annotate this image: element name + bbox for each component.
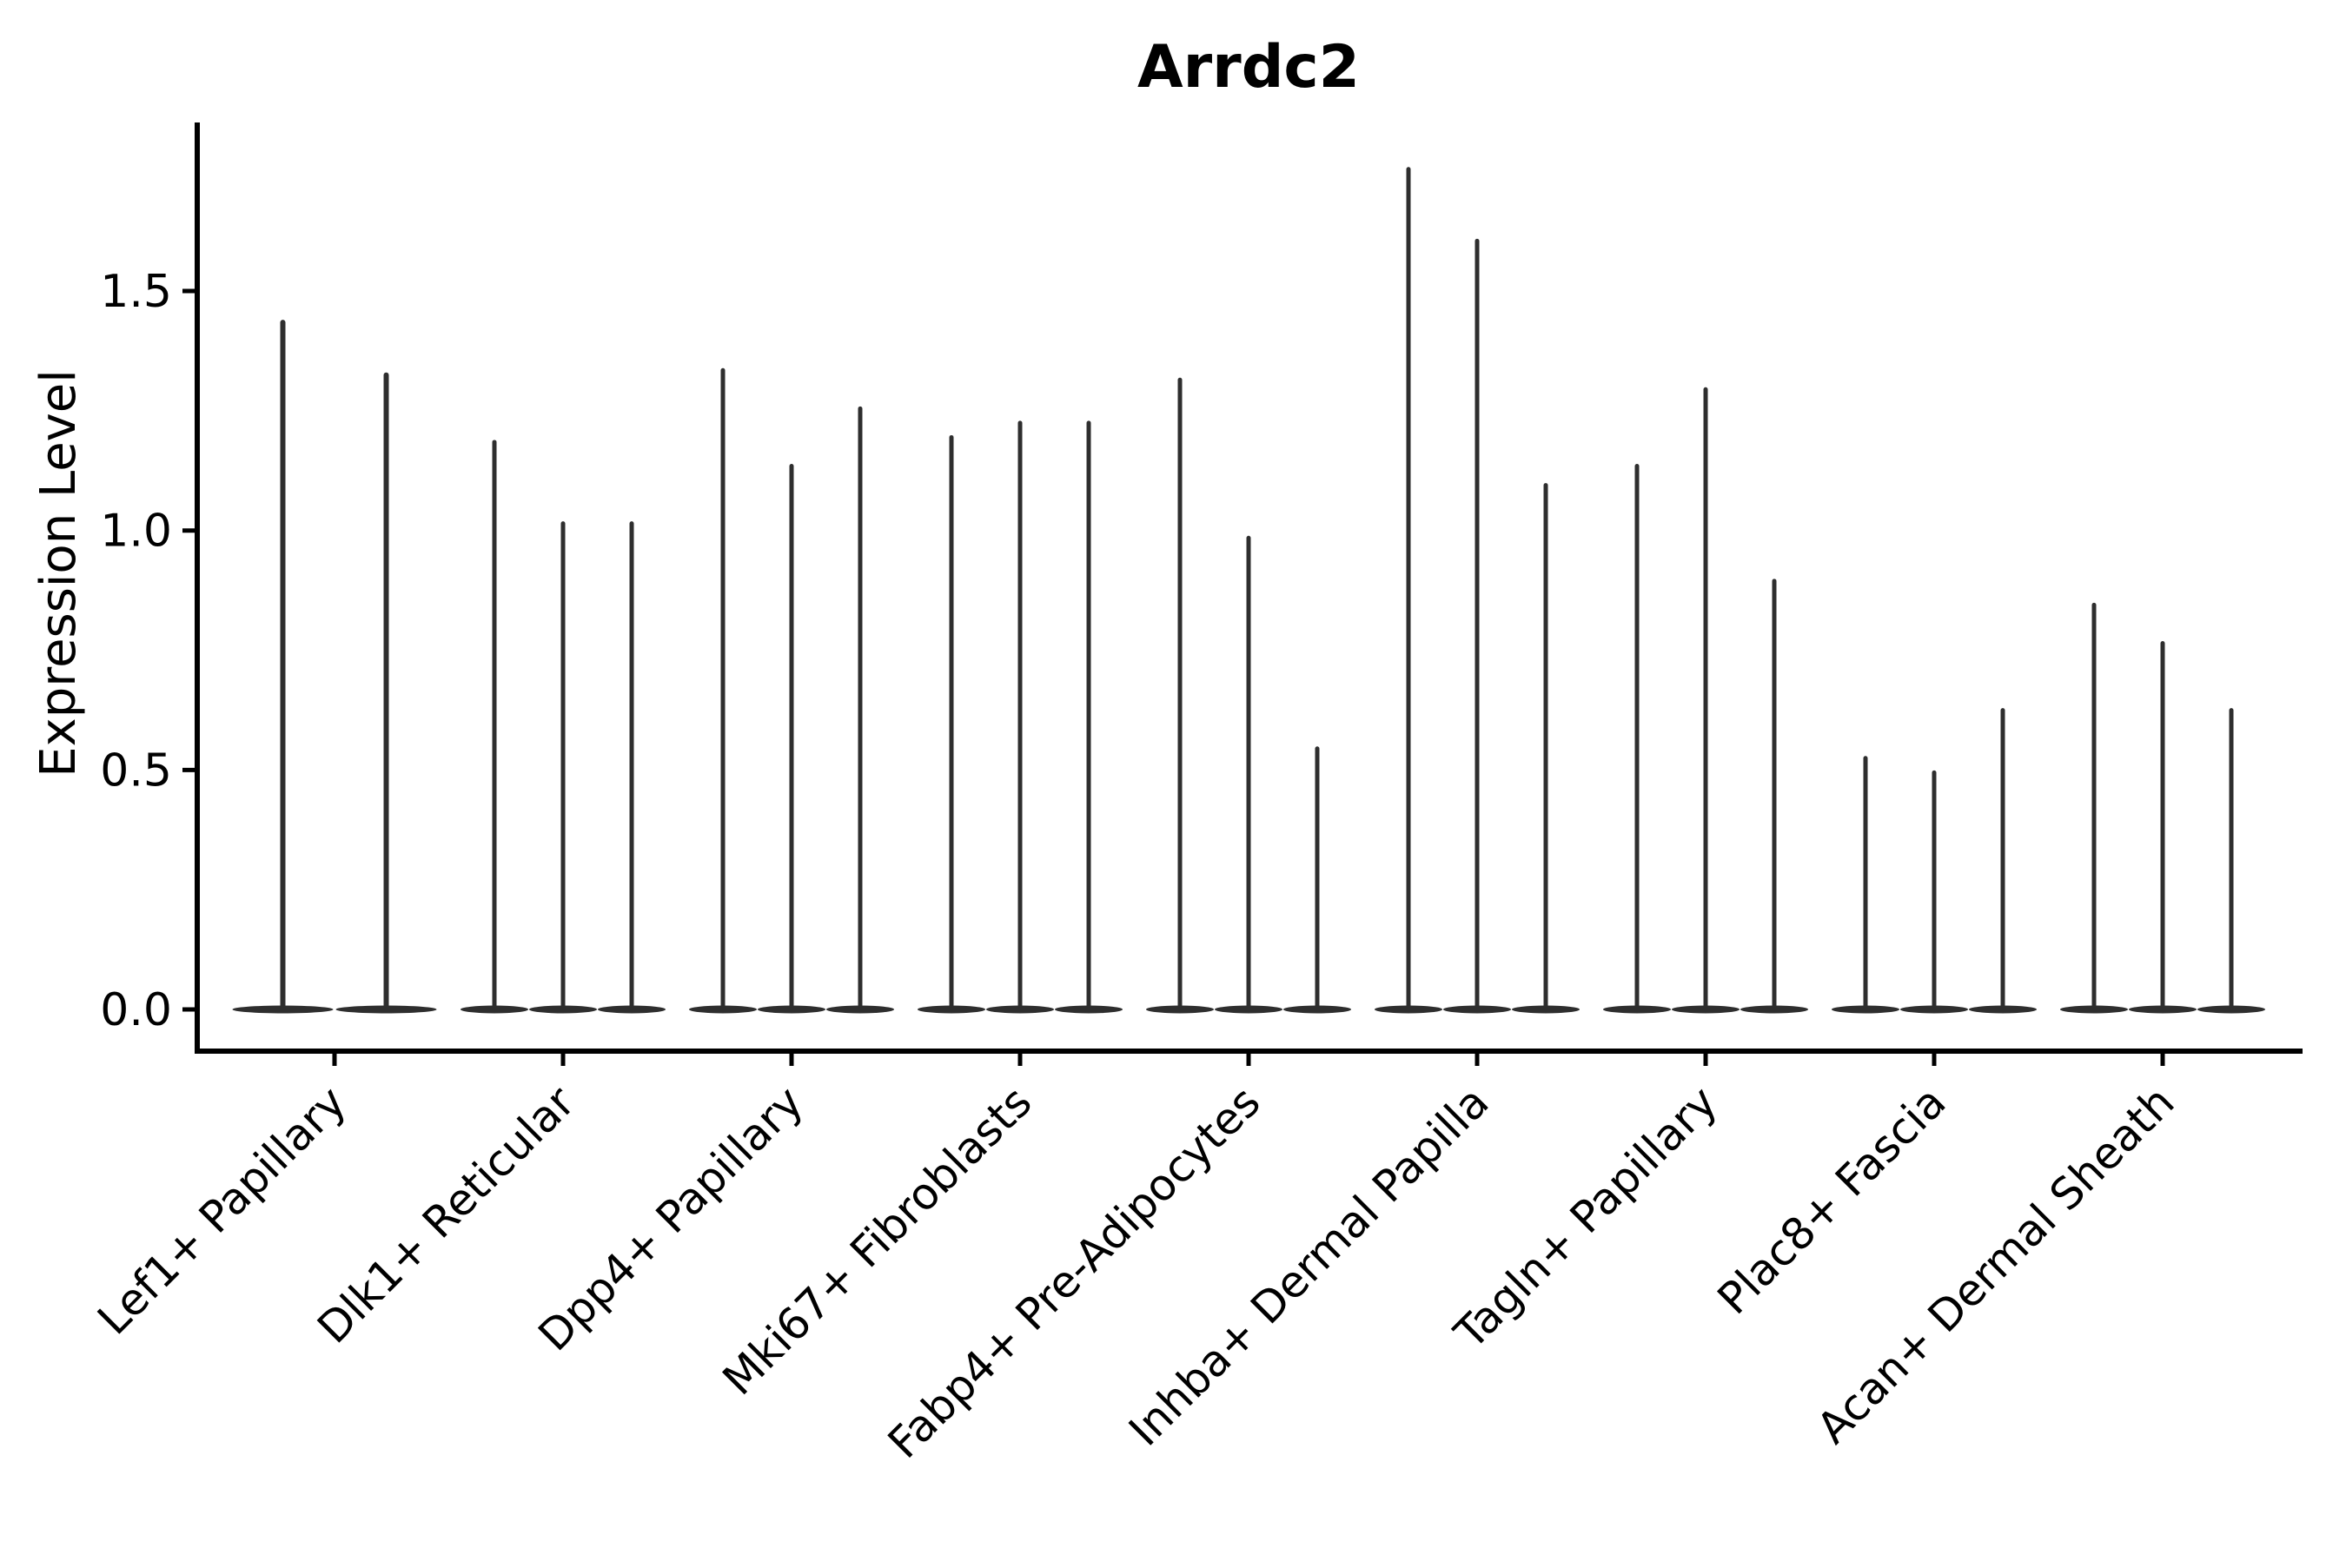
y-tick-label: 0.5	[100, 744, 172, 797]
x-tick-label: Lef1+ Papillary	[88, 1076, 355, 1344]
violins	[232, 167, 2265, 1014]
x-tick-label: Fabp4+ Pre-Adipocytes	[878, 1076, 1270, 1468]
y-tick-label: 0.0	[100, 984, 172, 1036]
y-tick-label: 1.5	[100, 266, 172, 318]
axes	[182, 122, 2303, 1066]
y-axis-label: Expression Level	[30, 369, 87, 777]
y-tick-label: 1.0	[100, 506, 172, 558]
x-tick-label: Plac8+ Fascia	[1708, 1076, 1956, 1324]
chart-title: Arrdc2	[1137, 33, 1360, 102]
